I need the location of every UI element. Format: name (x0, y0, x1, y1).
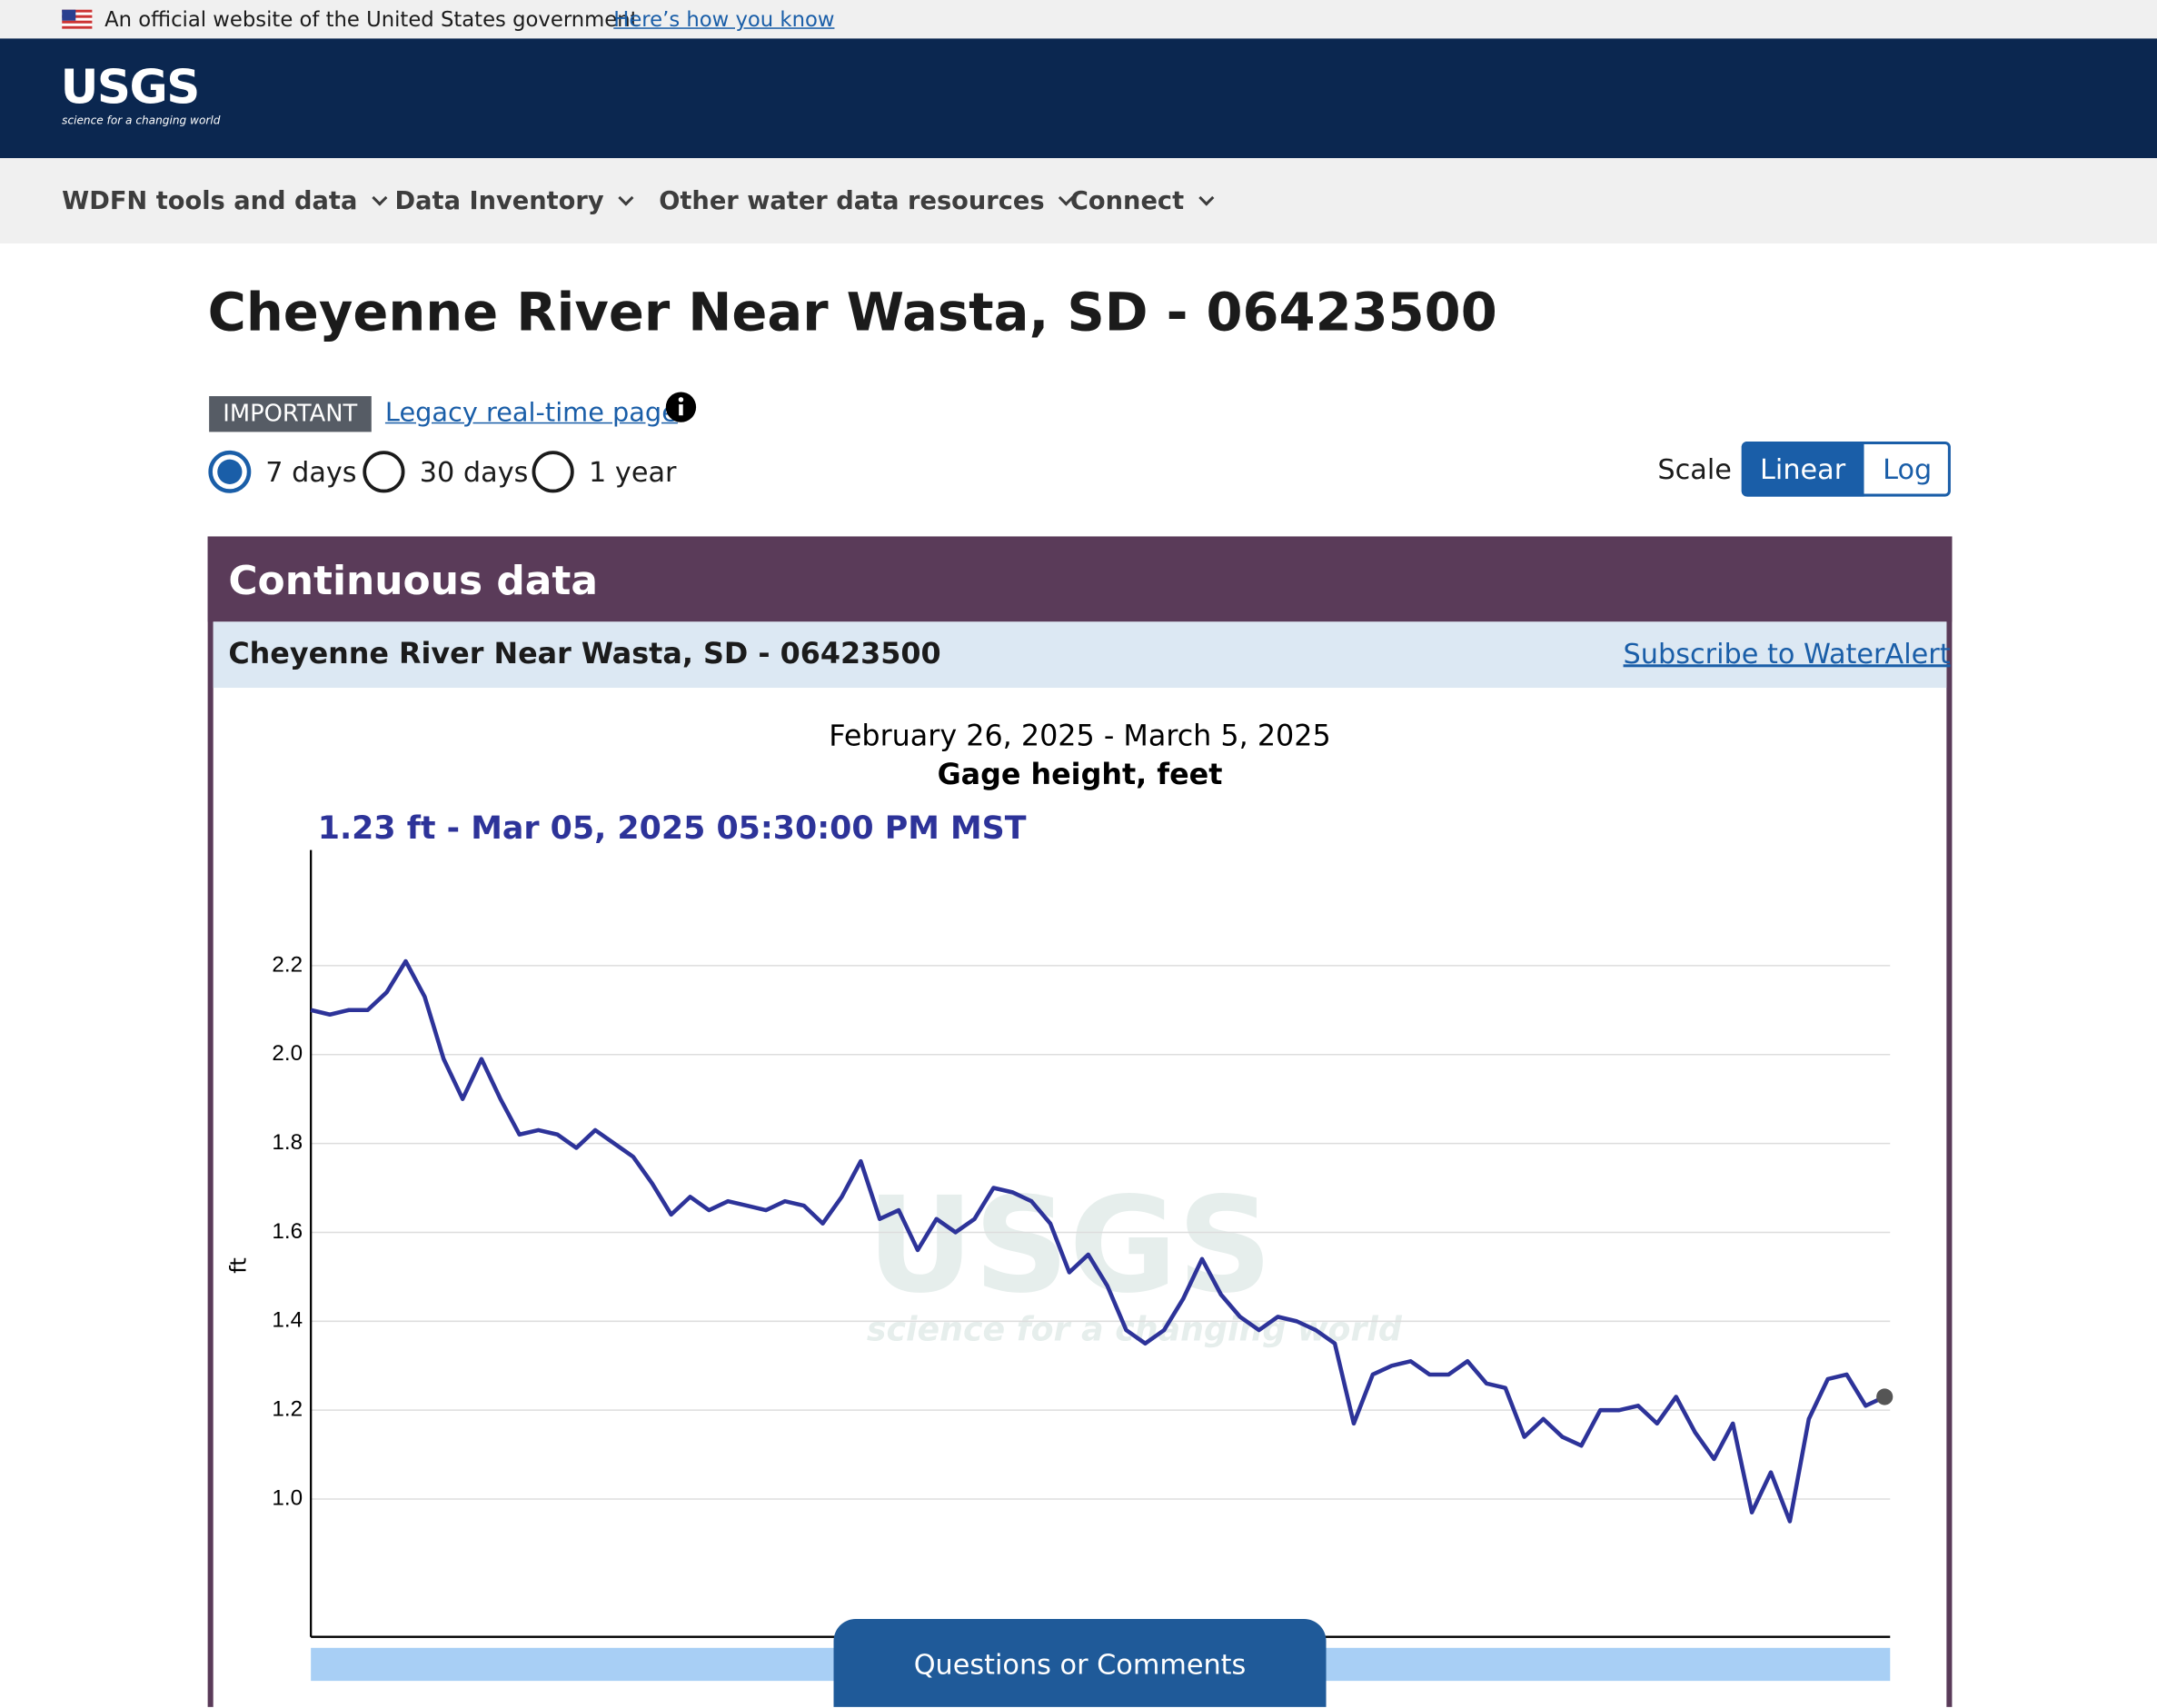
gov-banner (0, 0, 2157, 39)
site-name: Cheyenne River Near Wasta, SD - 06423500 (228, 636, 941, 670)
scale-label: Scale (1657, 452, 1732, 486)
page-title: Cheyenne River Near Wasta, SD - 06423500 (207, 282, 1497, 343)
y-tick-label: 1.8 (272, 1130, 303, 1155)
y-tick-label: 1.6 (272, 1219, 303, 1244)
scale-linear[interactable]: Linear (1741, 442, 1864, 497)
badge: IMPORTANT (209, 396, 372, 432)
radio[interactable] (363, 451, 405, 493)
y-axis-label: ft (225, 1257, 251, 1274)
logo[interactable]: USGS (60, 60, 201, 116)
annotation: 1.23 ft - Mar 05, 2025 05:30:00 PM MST (318, 810, 1027, 847)
nav-item[interactable]: Data Inventory (395, 187, 631, 216)
radio[interactable] (532, 451, 574, 493)
watermark-logo: USGS (867, 1169, 1273, 1323)
radio-label[interactable]: 1 year (589, 455, 677, 489)
y-tick-label: 2.0 (272, 1041, 303, 1066)
subscribe-link[interactable]: Subscribe to WaterAlert (1623, 636, 1951, 670)
nav-item[interactable]: Connect (1070, 187, 1211, 216)
y-tick-label: 1.2 (272, 1397, 303, 1422)
y-tick-label: 1.4 (272, 1308, 303, 1333)
legacy-link[interactable]: Legacy real-time page (384, 397, 678, 428)
banner-text: An official website of the United States… (104, 6, 639, 32)
radio-label[interactable]: 7 days (265, 455, 357, 489)
watermark-tagline: science for a changing world (867, 1310, 1403, 1349)
current-point (1876, 1388, 1894, 1405)
nav-item[interactable]: Other water data resources (659, 187, 1072, 216)
flag (62, 9, 93, 29)
radio-label[interactable]: 30 days (419, 455, 529, 489)
logo-tagline: science for a changing world (62, 114, 221, 127)
y-tick-label: 2.2 (272, 952, 303, 977)
radio-dot (217, 459, 243, 484)
data-line (310, 958, 1886, 1524)
y-tick-label: 1.0 (272, 1485, 303, 1510)
chart-subtitle: Gage height, feet (938, 758, 1223, 791)
chart-title: February 26, 2025 - March 5, 2025 (829, 720, 1330, 753)
feedback-button[interactable]: Questions or Comments (833, 1619, 1327, 1707)
site-header (0, 38, 2157, 159)
banner-link[interactable]: Here’s how you know (613, 6, 835, 32)
period-radios (208, 450, 574, 493)
panel-title: Continuous data (228, 557, 599, 604)
panel-header (207, 536, 1953, 622)
scale-log[interactable]: Log (1883, 452, 1933, 486)
panel-subheader (213, 621, 1947, 689)
info-icon[interactable] (664, 391, 697, 423)
nav-item[interactable]: WDFN tools and data (62, 187, 385, 216)
